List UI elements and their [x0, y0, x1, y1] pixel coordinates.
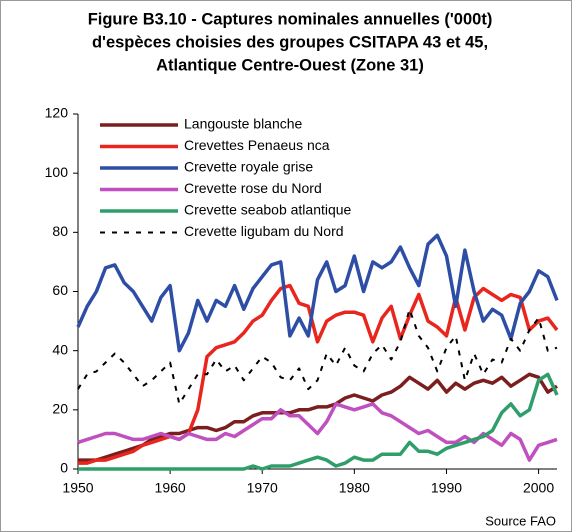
y-tick-label: 100	[45, 164, 69, 180]
source: Source FAO	[485, 513, 556, 528]
series-line	[78, 372, 558, 462]
x-tick-label: 2000	[523, 480, 554, 496]
y-tick-label: 0	[60, 460, 68, 476]
x-tick-label: 1980	[339, 480, 370, 496]
chart-title: Figure B3.10 - Captures nominales annuel…	[88, 10, 493, 28]
legend-label: Crevette royale grise	[184, 159, 313, 175]
x-tick-label: 1990	[431, 480, 462, 496]
chart-title: d'espèces choisies des groupes CSITAPA 4…	[92, 33, 488, 51]
y-tick-label: 80	[52, 223, 68, 239]
series-line	[76, 233, 559, 353]
y-tick-label: 120	[45, 105, 69, 121]
legend-label: Langouste blanche	[184, 116, 303, 132]
series-line	[78, 283, 559, 465]
y-tick-label: 60	[52, 282, 68, 298]
legend-label: Crevette ligubam du Nord	[184, 223, 344, 239]
x-tick-label: 1960	[155, 480, 186, 496]
x-tick-label: 1950	[62, 480, 93, 496]
y-tick-label: 20	[52, 401, 68, 417]
chart-title: Atlantique Centre-Ouest (Zone 31)	[156, 56, 424, 74]
y-tick-label: 40	[52, 341, 68, 357]
series-line	[78, 372, 559, 471]
x-tick-label: 1970	[247, 480, 278, 496]
series-line	[77, 308, 558, 405]
legend-label: Crevette seabob atlantique	[184, 202, 352, 218]
legend-label: Crevettes Penaeus nca	[184, 137, 330, 153]
legend-label: Crevette rose du Nord	[184, 180, 322, 196]
